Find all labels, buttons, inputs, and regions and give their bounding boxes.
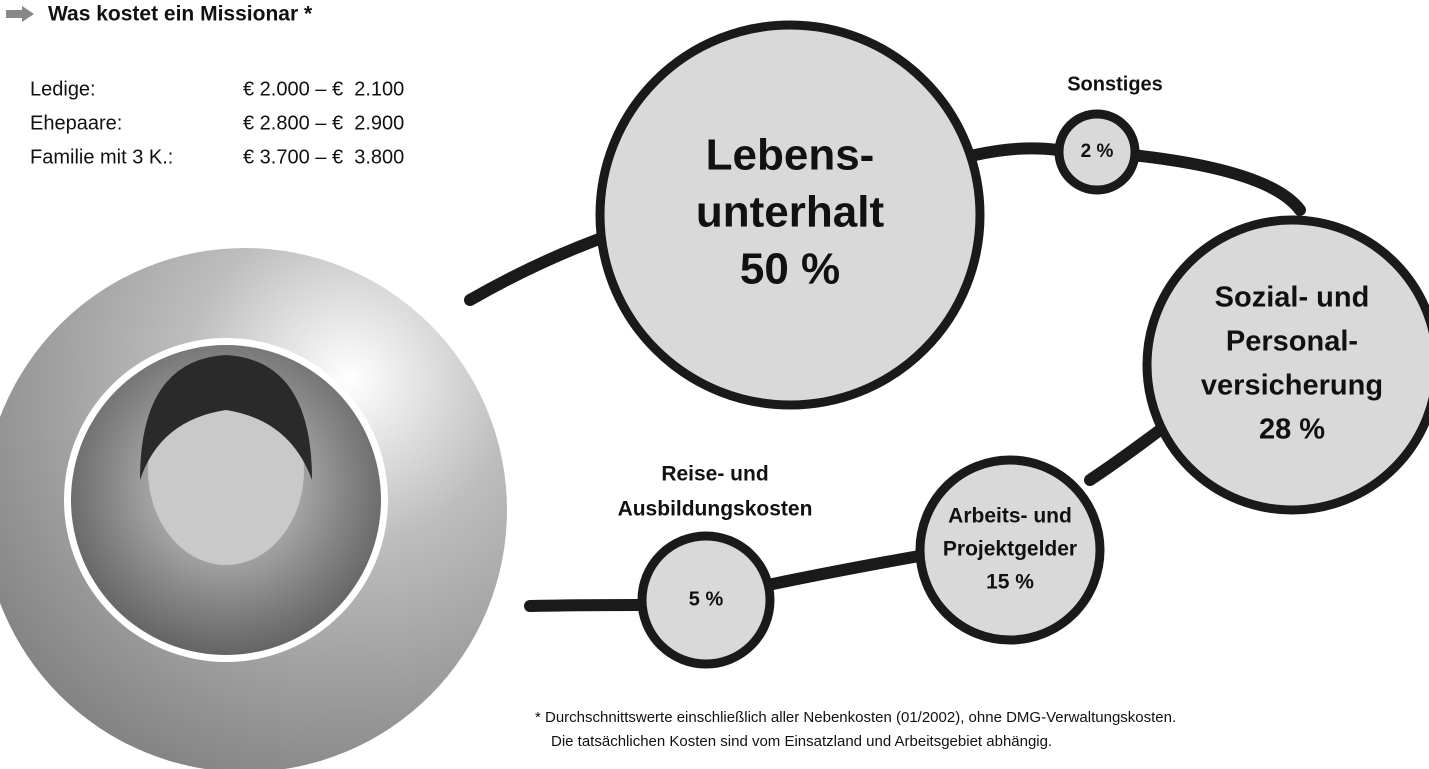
nodes: Lebens-unterhalt 50 % 2 % Sonstiges Sozial- … bbox=[600, 25, 1429, 664]
node-label: 5 % bbox=[689, 588, 724, 610]
node-circle bbox=[1147, 220, 1429, 510]
row-label: Familie mit 3 K.: bbox=[30, 146, 173, 168]
node-caption: Reise- und bbox=[661, 463, 768, 486]
node-label: Sozial- und bbox=[1215, 282, 1370, 314]
node-label: Arbeits- und bbox=[948, 505, 1072, 528]
title: Was kostet ein Missionar * bbox=[48, 3, 313, 26]
node-label: 2 % bbox=[1081, 141, 1114, 162]
node-label: Projektgelder bbox=[943, 538, 1077, 561]
node-label: Lebens- bbox=[706, 131, 875, 180]
node-label: unterhalt bbox=[696, 188, 885, 237]
row-value: € 2.800 – € 2.900 bbox=[243, 112, 404, 134]
node-label: 15 % bbox=[986, 571, 1034, 594]
arrow-icon bbox=[6, 6, 34, 22]
footnote: * Durchschnittswerte einschließlich alle… bbox=[535, 709, 1176, 750]
footnote-line: Die tatsächlichen Kosten sind vom Einsat… bbox=[551, 733, 1052, 750]
node-label: 50 % bbox=[740, 245, 840, 294]
node-label: Personal- bbox=[1226, 326, 1358, 358]
cost-table: Ledige: € 2.000 – € 2.100 Ehepaare: € 2.800… bbox=[30, 78, 404, 168]
footnote-line: * Durchschnittswerte einschließlich alle… bbox=[535, 709, 1176, 726]
row-value: € 2.000 – € 2.100 bbox=[243, 78, 404, 100]
node-label: versicherung bbox=[1201, 370, 1383, 402]
row-label: Ehepaare: bbox=[30, 112, 122, 134]
row-label: Ledige: bbox=[30, 78, 96, 100]
infographic: Was kostet ein Missionar * Ledige: € 2.00… bbox=[0, 0, 1429, 769]
row-value: € 3.700 – € 3.800 bbox=[243, 146, 404, 168]
node-caption: Sonstiges bbox=[1067, 73, 1163, 95]
node-caption: Ausbildungskosten bbox=[618, 498, 813, 521]
node-label: 28 % bbox=[1259, 414, 1325, 446]
